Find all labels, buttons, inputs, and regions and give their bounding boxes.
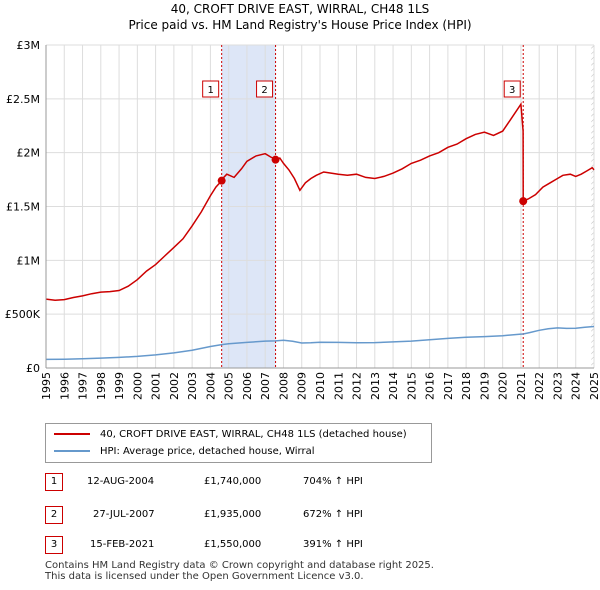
footer: Contains HM Land Registry data © Crown c… <box>45 560 434 582</box>
x-tick-label: 2006 <box>241 372 254 400</box>
footer-licence: This data is licensed under the Open Gov… <box>45 571 364 582</box>
legend-item-hpi: HPI: Average price, detached house, Wirr… <box>54 444 315 460</box>
x-tick-label: 1997 <box>77 372 90 400</box>
x-tick-label: 2017 <box>442 372 455 400</box>
x-tick-label: 1996 <box>58 372 71 400</box>
sale-row-1: 1 12-AUG-2004 £1,740,000 704% ↑ HPI <box>45 473 465 491</box>
legend-property-swatch <box>54 433 90 435</box>
x-tick-label: 2014 <box>387 372 400 400</box>
sale-price: £1,740,000 <box>204 476 262 487</box>
chart-legend: 40, CROFT DRIVE EAST, WIRRAL, CH48 1LS (… <box>45 423 432 463</box>
x-tick-label: 2020 <box>497 372 510 400</box>
sale-hpi-change: 391% ↑ HPI <box>303 539 363 550</box>
sale-date: 27-JUL-2007 <box>93 509 155 520</box>
sale-label-box <box>256 80 274 98</box>
y-tick-label: £2.5M <box>6 93 40 106</box>
sale-label-box <box>503 80 521 98</box>
chart-subtitle: Price paid vs. HM Land Registry's House … <box>128 18 472 32</box>
sale-date: 15-FEB-2021 <box>90 539 155 550</box>
x-tick-label: 1995 <box>40 372 53 400</box>
x-tick-label: 2021 <box>515 372 528 400</box>
x-tick-label: 2002 <box>168 372 181 400</box>
sale-hpi-change: 704% ↑ HPI <box>303 476 363 487</box>
sale-number-badge: 2 <box>45 506 63 524</box>
sale-label-box <box>202 80 220 98</box>
x-tick-label: 2016 <box>424 372 437 400</box>
property-series-line <box>45 101 595 301</box>
sale-point <box>271 155 280 164</box>
x-tick-label: 2007 <box>259 372 272 400</box>
y-tick-label: £2M <box>17 147 41 160</box>
legend-hpi-swatch <box>54 450 90 452</box>
x-tick-label: 2008 <box>277 372 290 400</box>
x-tick-label: 2015 <box>405 372 418 400</box>
sale-hpi-change: 672% ↑ HPI <box>303 509 363 520</box>
sale-label-number: 1 <box>207 85 213 96</box>
y-tick-label: £1M <box>17 254 41 267</box>
y-tick-label: £3M <box>17 39 41 52</box>
x-tick-label: 2023 <box>551 372 564 400</box>
x-tick-label: 2012 <box>351 372 364 400</box>
x-tick-label: 2001 <box>150 372 163 400</box>
sale-row-2: 2 27-JUL-2007 £1,935,000 672% ↑ HPI <box>45 506 465 524</box>
chart-title-address: 40, CROFT DRIVE EAST, WIRRAL, CH48 1LS <box>170 2 430 16</box>
sale-point <box>217 176 226 185</box>
y-tick-label: £0 <box>26 362 40 375</box>
x-tick-label: 2003 <box>186 372 199 400</box>
x-tick-label: 1999 <box>113 372 126 400</box>
x-tick-label: 2025 <box>588 372 600 400</box>
x-tick-label: 2004 <box>204 372 217 400</box>
footer-copyright: Contains HM Land Registry data © Crown c… <box>45 560 434 571</box>
price-chart: £0 £500K £1M £1.5M £2M £2.5M £3M 1995 1996 1997 19… <box>5 39 600 400</box>
x-tick-label: 2019 <box>478 372 491 400</box>
sale-price: £1,550,000 <box>204 539 262 550</box>
legend-item-property: 40, CROFT DRIVE EAST, WIRRAL, CH48 1LS (… <box>54 427 407 443</box>
legend-property-label: 40, CROFT DRIVE EAST, WIRRAL, CH48 1LS (… <box>100 429 407 440</box>
x-tick-label: 1998 <box>95 372 108 400</box>
x-tick-label: 2005 <box>223 372 236 400</box>
sale-price: £1,935,000 <box>204 509 262 520</box>
x-tick-label: 2013 <box>369 372 382 400</box>
sale-point <box>519 197 528 206</box>
y-tick-label: £500K <box>5 308 41 321</box>
x-tick-label: 2024 <box>570 372 583 400</box>
sale-date: 12-AUG-2004 <box>87 476 155 487</box>
x-tick-label: 2000 <box>131 372 144 400</box>
x-tick-label: 2009 <box>296 372 309 400</box>
x-tick-label: 2010 <box>314 372 327 400</box>
sale-row-3: 3 15-FEB-2021 £1,550,000 391% ↑ HPI <box>45 536 465 554</box>
hpi-series-line <box>45 325 595 361</box>
sale-label-number: 2 <box>261 85 267 96</box>
legend-hpi-label: HPI: Average price, detached house, Wirr… <box>100 446 315 457</box>
x-tick-label: 2022 <box>533 372 546 400</box>
x-tick-label: 2011 <box>332 372 345 400</box>
x-tick-label: 2018 <box>460 372 473 400</box>
y-tick-label: £1.5M <box>6 201 40 214</box>
sale-number-badge: 3 <box>45 536 63 554</box>
sale-label-number: 3 <box>509 85 515 96</box>
sale-number-badge: 1 <box>45 473 63 491</box>
